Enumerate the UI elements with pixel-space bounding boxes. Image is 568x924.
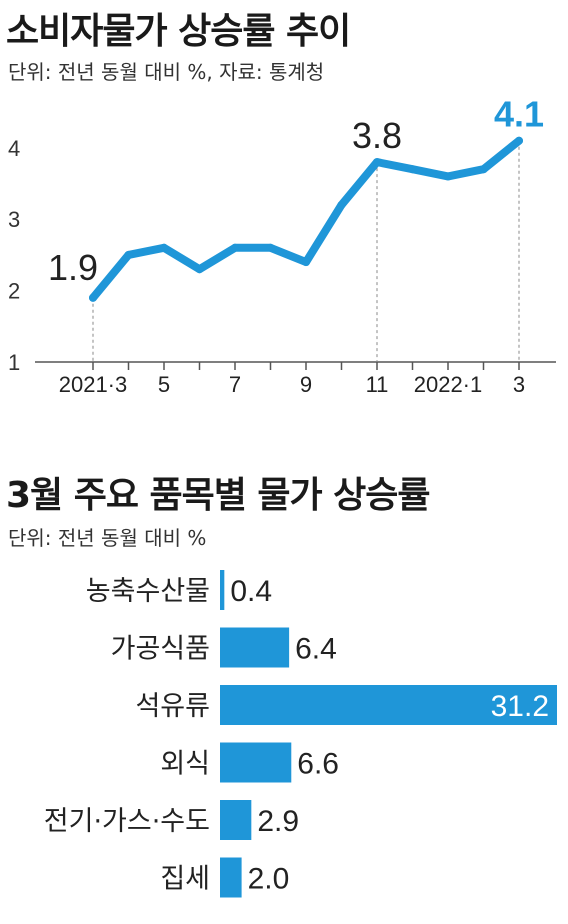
bar-category-label: 집세 xyxy=(160,864,210,895)
data-point xyxy=(373,158,381,167)
data-point xyxy=(231,243,239,252)
item-inflation-bar-chart: 농축수산물 0.4 가공식품 6.4 석유류 31.2 외식 6.6 전기·가스·수도 2.9 집세… xyxy=(44,570,557,898)
data-point xyxy=(515,136,523,145)
data-label: 3.8 xyxy=(352,115,402,156)
bar xyxy=(220,685,557,725)
bar-category-label: 외식 xyxy=(160,749,210,780)
bar-value-label: 6.6 xyxy=(297,748,339,781)
x-tick-label: 5 xyxy=(158,372,170,397)
bar-category-label: 전기·가스·수도 xyxy=(44,806,210,837)
bar xyxy=(220,742,292,783)
bar-value-label: 2.0 xyxy=(248,863,290,896)
bar xyxy=(220,570,225,610)
inflation-trend-line-chart: 1 2 3 4 2021·3 5 7 9 11 2022·1 3 1.9 3.8 4.1 xyxy=(8,94,556,397)
data-point xyxy=(302,258,310,267)
y-tick-label: 4 xyxy=(8,136,20,161)
data-point xyxy=(479,165,488,174)
data-point xyxy=(266,243,275,252)
x-tick-label: 9 xyxy=(300,372,312,397)
line-chart-title: 소비자물가 상승률 추이 xyxy=(6,11,351,52)
y-tick-label: 2 xyxy=(8,279,20,304)
bar-category-label: 가공식품 xyxy=(111,634,210,665)
x-tick-label: 2022·1 xyxy=(414,372,483,397)
bar-value-label: 31.2 xyxy=(491,690,549,723)
data-label: 1.9 xyxy=(48,247,98,288)
bar-value-label: 0.4 xyxy=(230,575,272,608)
bar-value-label: 2.9 xyxy=(257,805,299,838)
bar-chart-subtitle: 단위: 전년 동월 대비 % xyxy=(8,526,207,550)
bar xyxy=(220,800,252,840)
line-chart-subtitle: 단위: 전년 동월 대비 %, 자료: 통계청 xyxy=(8,60,325,84)
data-point xyxy=(195,265,204,274)
bar-category-label: 농축수산물 xyxy=(86,576,210,607)
bar xyxy=(220,857,242,898)
cpi-line xyxy=(89,136,523,302)
bar-category-label: 석유류 xyxy=(135,691,210,722)
x-tick-label: 11 xyxy=(366,372,389,397)
data-point xyxy=(124,250,133,259)
y-tick-label: 1 xyxy=(8,350,20,375)
data-point xyxy=(160,243,168,252)
x-tick-label: 3 xyxy=(513,372,525,397)
y-tick-label: 3 xyxy=(8,207,20,232)
data-label: 4.1 xyxy=(494,94,544,135)
data-point xyxy=(444,172,452,181)
data-point xyxy=(408,165,417,174)
bar-value-label: 6.4 xyxy=(295,633,337,666)
bar xyxy=(220,627,290,668)
data-point xyxy=(337,200,346,209)
x-tick-label: 2021·3 xyxy=(59,372,128,397)
bar-chart-title: 3월 주요 품목별 물가 상승률 xyxy=(6,475,431,516)
data-point xyxy=(89,293,97,302)
x-tick-label: 7 xyxy=(229,372,241,397)
